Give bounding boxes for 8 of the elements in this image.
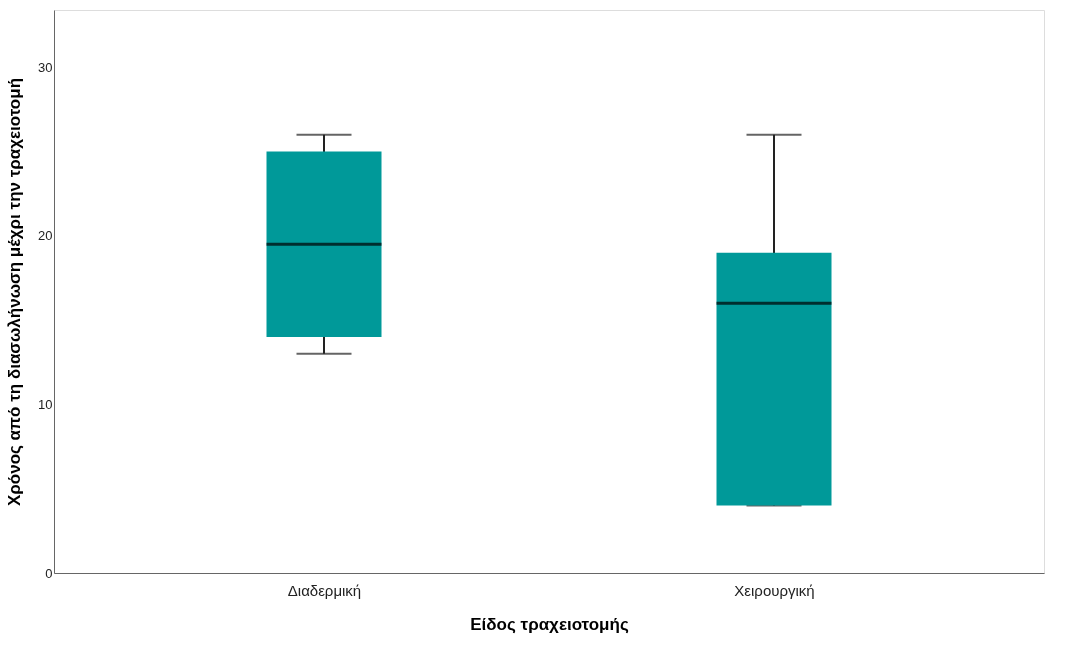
y-axis-title: Χρόνος από τη διασωλήνωση μέχρι την τραχειοτομή xyxy=(5,77,25,507)
y-tick-label: 20 xyxy=(38,228,53,244)
y-tick-label: 0 xyxy=(45,565,53,581)
x-axis-title: Είδος τραχειοτομής xyxy=(470,614,629,634)
y-tick-label: 30 xyxy=(38,59,53,75)
y-tick-label: 10 xyxy=(38,396,53,412)
x-tick-label: Διαδερμική xyxy=(287,581,362,599)
x-tick-label: Χειρουργική xyxy=(734,581,815,599)
